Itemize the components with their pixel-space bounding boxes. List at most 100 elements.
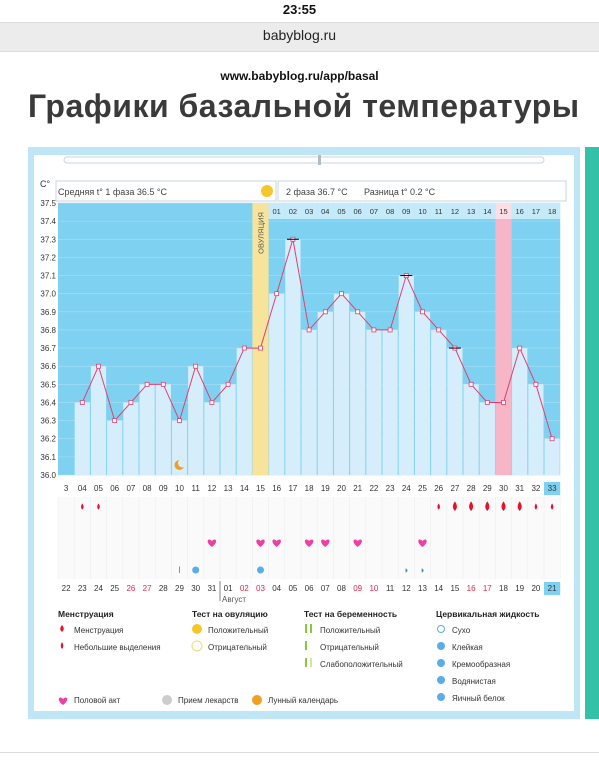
top-day-cell <box>479 203 496 219</box>
data-point[interactable] <box>144 381 150 387</box>
phase2-box <box>277 180 567 202</box>
y-tick-label: 36.5 <box>40 380 56 389</box>
cycle-day-label: 11 <box>192 484 201 493</box>
cycle-day-label: 07 <box>126 484 135 493</box>
data-point[interactable] <box>501 400 506 405</box>
top-day-label: 09 <box>402 207 410 216</box>
menstruation-icon <box>60 625 64 632</box>
data-point[interactable] <box>306 327 312 333</box>
test-line-icon <box>305 624 307 633</box>
data-point[interactable] <box>533 381 539 387</box>
data-point[interactable] <box>193 363 199 369</box>
y-tick-label: 36.9 <box>40 308 56 317</box>
top-day-cell <box>284 203 301 219</box>
data-point[interactable] <box>112 418 118 424</box>
date-label: 31 <box>207 584 216 593</box>
phase1-label: Средняя t° 1 фаза 36.5 °C <box>58 187 167 197</box>
ovulation-band <box>252 203 269 475</box>
data-point[interactable] <box>160 381 166 387</box>
date-label: 19 <box>515 584 524 593</box>
creamy-icon: ◗ <box>420 565 425 575</box>
cycle-day-label: 06 <box>110 484 119 493</box>
date-label: 05 <box>288 584 297 593</box>
cycle-day-label: 32 <box>531 484 540 493</box>
cycle-day-label: 27 <box>450 484 459 493</box>
data-point[interactable] <box>484 400 490 405</box>
phase2-label: 2 фаза 36.7 °C <box>286 187 348 197</box>
cycle-day-label: 26 <box>434 484 443 493</box>
legend-item-label: Кремообразная <box>452 660 510 669</box>
date-label: 26 <box>126 584 135 593</box>
data-point[interactable] <box>355 309 361 315</box>
top-day-cell <box>268 203 285 219</box>
data-point[interactable] <box>79 400 85 405</box>
top-day-label: 14 <box>483 207 491 216</box>
data-point[interactable] <box>241 345 247 351</box>
cycle-day-label: 28 <box>467 484 476 493</box>
date-label: 17 <box>483 584 492 593</box>
temperature-bar <box>528 384 544 475</box>
temperature-bar <box>123 402 139 475</box>
date-label: 20 <box>531 584 540 593</box>
chart-panel: C° Средняя t° 1 фаза 36.5 °C 2 фаза 36.7… <box>34 155 574 711</box>
top-day-cell <box>333 203 350 219</box>
temperature-bar <box>317 311 333 475</box>
data-point[interactable] <box>209 400 215 405</box>
data-point[interactable] <box>549 436 555 442</box>
legend-item-label: Слабоположительный <box>320 660 403 669</box>
address-bar[interactable] <box>0 22 599 52</box>
legend-item-label: Сухо <box>452 626 471 635</box>
spotting-icon <box>60 642 64 649</box>
phase1-box <box>55 180 277 202</box>
data-point[interactable] <box>387 327 393 333</box>
sticky-icon: I <box>178 565 181 575</box>
data-point[interactable] <box>371 327 377 333</box>
right-accent-bar <box>585 147 599 719</box>
chart-scroll-thumb[interactable] <box>318 155 321 165</box>
data-point[interactable] <box>468 381 474 387</box>
cycle-day-label: 13 <box>224 484 233 493</box>
data-point[interactable] <box>436 327 442 333</box>
date-label: 09 <box>353 584 362 593</box>
chart-scrollbar[interactable] <box>63 156 545 164</box>
top-day-label: 12 <box>451 207 459 216</box>
temperature-bar <box>447 348 463 475</box>
data-point[interactable] <box>339 291 344 297</box>
moon-icon-mask <box>178 458 187 468</box>
temperature-bar <box>301 329 317 475</box>
data-point[interactable] <box>177 418 182 424</box>
data-point[interactable] <box>420 309 425 315</box>
spotting-icon <box>81 503 84 510</box>
date-label: 04 <box>272 584 281 593</box>
data-point[interactable] <box>517 345 523 351</box>
top-day-cell <box>511 203 528 219</box>
date-label: 24 <box>94 584 103 593</box>
chart-frame: C° Средняя t° 1 фаза 36.5 °C 2 фаза 36.7… <box>28 147 580 719</box>
temperature-bar <box>236 348 252 475</box>
temperature-bar <box>139 384 155 475</box>
data-point[interactable] <box>96 363 101 369</box>
menstruation-icon <box>452 501 457 511</box>
top-day-label: 03 <box>305 207 313 216</box>
data-point[interactable] <box>225 381 231 387</box>
temperature-bar <box>220 384 236 475</box>
heart-icon <box>321 539 330 547</box>
cycle-day-label: 15 <box>256 484 265 493</box>
date-label: 06 <box>305 584 314 593</box>
data-point[interactable] <box>274 291 280 297</box>
top-day-label: 13 <box>467 207 475 216</box>
test-line-icon <box>310 624 312 633</box>
legend-item-label: Прием лекарств <box>178 696 238 705</box>
data-point[interactable] <box>128 400 134 405</box>
y-tick-label: 36.2 <box>40 435 56 444</box>
y-tick-label: 36.1 <box>40 453 56 462</box>
y-tick-label: 37.5 <box>40 199 56 208</box>
address-url[interactable]: babyblog.ru <box>262 27 337 43</box>
data-point[interactable] <box>258 345 263 351</box>
date-label: 07 <box>321 584 330 593</box>
top-day-label: 15 <box>499 207 507 216</box>
date-label: 23 <box>78 584 87 593</box>
data-point[interactable] <box>322 309 328 315</box>
creamy-icon: ◗ <box>404 565 409 575</box>
page-url: www.babyblog.ru/app/basal <box>220 69 379 83</box>
